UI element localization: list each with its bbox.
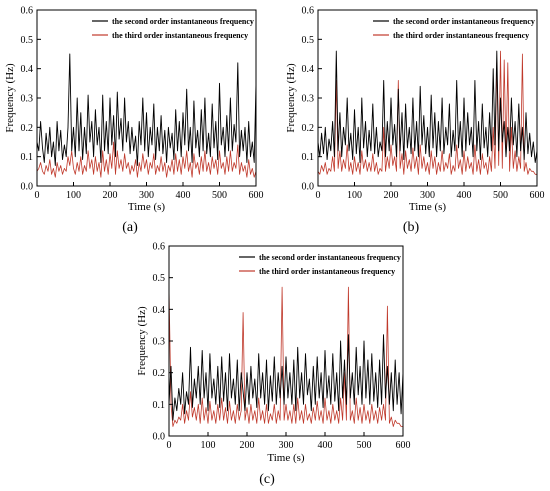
- y-tick-label: 0.0: [21, 182, 34, 193]
- series-line-second-order: [168, 334, 404, 421]
- x-tick-label: 600: [530, 190, 545, 201]
- x-tick-label: 100: [201, 440, 216, 451]
- chart-panel-b: 0 100 200 300 400 500 600 0.0 0.1 0.2 0.3 0.4 0.5 0.6…: [285, 6, 545, 236]
- x-tick-label: 400: [318, 440, 333, 451]
- y-tick-label: 0.4: [21, 64, 34, 75]
- panel-label: (a): [122, 220, 138, 235]
- y-tick-label: 0.5: [153, 273, 166, 284]
- x-tick-label: 400: [457, 190, 472, 201]
- y-axis-title: Frequency (Hz): [285, 63, 297, 133]
- y-tick-label: 0.0: [302, 182, 315, 193]
- y-tick-label: 0.6: [302, 6, 315, 17]
- x-tick-label: 200: [240, 440, 255, 451]
- panel-label: (b): [403, 220, 420, 235]
- y-tick-label: 0.3: [302, 94, 315, 105]
- y-tick-label: 0.1: [153, 400, 166, 411]
- y-tick-label: 0.5: [302, 35, 315, 46]
- y-tick-label: 0.3: [21, 94, 34, 105]
- x-axis-title: Time (s): [409, 201, 447, 213]
- series-line-second-order: [36, 53, 257, 166]
- y-tick-label: 0.4: [153, 305, 166, 316]
- y-tick-label: 0.2: [153, 368, 166, 379]
- y-axis-title: Frequency (Hz): [4, 63, 16, 133]
- chart-panel-a: 0 100 200 300 400 500 600 0.0 0.1 0.2 0.3 0.4 0.5 0.6…: [4, 6, 264, 236]
- x-tick-label: 400: [176, 190, 191, 201]
- legend-label-second-order: the second order instantaneous frequency: [112, 17, 254, 26]
- series-line-third-order: [317, 50, 537, 175]
- y-tick-label: 0.6: [21, 6, 34, 17]
- y-tick-label: 0.4: [302, 64, 315, 75]
- x-tick-label: 200: [384, 190, 399, 201]
- x-tick-label: 100: [347, 190, 362, 201]
- x-tick-label: 300: [420, 190, 435, 201]
- x-tick-label: 500: [357, 440, 372, 451]
- y-tick-label: 0.1: [21, 152, 34, 163]
- x-tick-label: 200: [103, 190, 118, 201]
- chart-panel-c: 0 100 200 300 400 500 600 0.0 0.1 0.2 0.3 0.4 0.5 0.6…: [136, 242, 411, 488]
- x-axis-title: Time (s): [267, 452, 305, 464]
- legend-label-third-order: the third order instantaneous frequency: [393, 31, 529, 40]
- legend-label-third-order: the third order instantaneous frequency: [259, 267, 395, 276]
- x-tick-label: 0: [35, 190, 40, 201]
- x-tick-label: 300: [139, 190, 154, 201]
- x-tick-label: 500: [212, 190, 227, 201]
- y-tick-label: 0.6: [153, 242, 166, 253]
- y-tick-label: 0.3: [153, 337, 166, 348]
- y-axis-title: Frequency (Hz): [136, 306, 148, 376]
- panel-label: (c): [259, 472, 275, 487]
- x-tick-label: 0: [316, 190, 321, 201]
- legend-label-second-order: the second order instantaneous frequency: [259, 253, 401, 262]
- legend-label-third-order: the third order instantaneous frequency: [112, 31, 248, 40]
- legend-label-second-order: the second order instantaneous frequency: [393, 17, 535, 26]
- y-tick-label: 0.1: [302, 152, 315, 163]
- x-tick-label: 300: [279, 440, 294, 451]
- series-line-second-order: [317, 50, 538, 163]
- series-line-third-order: [168, 286, 403, 427]
- x-tick-label: 600: [249, 190, 264, 201]
- y-tick-label: 0.2: [302, 123, 315, 134]
- x-tick-label: 100: [66, 190, 81, 201]
- x-axis-title: Time (s): [128, 201, 166, 213]
- x-tick-label: 500: [493, 190, 508, 201]
- series-line-third-order: [36, 141, 257, 178]
- y-tick-label: 0.0: [153, 432, 166, 443]
- x-tick-label: 0: [167, 440, 172, 451]
- y-tick-label: 0.2: [21, 123, 34, 134]
- x-tick-label: 600: [396, 440, 411, 451]
- y-tick-label: 0.5: [21, 35, 34, 46]
